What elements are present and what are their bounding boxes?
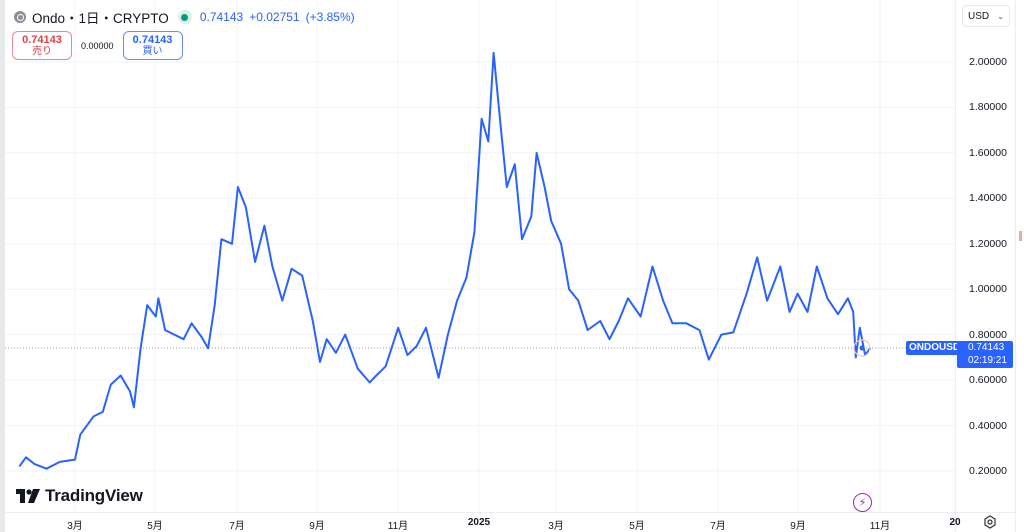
price-tick-label: 1.80000 bbox=[969, 101, 1007, 114]
time-tick-label: 9月 bbox=[790, 521, 806, 532]
time-tick-label: 2025 bbox=[467, 517, 491, 528]
price-tick-label: 1.40000 bbox=[969, 192, 1007, 205]
price-axis[interactable] bbox=[955, 0, 1015, 512]
time-tick-label: 11月 bbox=[869, 521, 891, 532]
current-price: 0.74143 bbox=[968, 342, 1005, 353]
price-tick-label: 2.00000 bbox=[969, 56, 1007, 68]
left-edge bbox=[0, 0, 5, 532]
price-tick-label: 0.80000 bbox=[969, 328, 1007, 341]
symbol-tag: ONDOUSD bbox=[906, 341, 964, 355]
time-tick-label: 3月 bbox=[548, 521, 564, 532]
time-tick-label: 11月 bbox=[387, 521, 409, 532]
buy-label: 買い bbox=[142, 45, 163, 57]
symbol-legend[interactable]: Ondo・1日・CRYPTO 0.74143 +0.02751 (+3.85%) bbox=[14, 7, 361, 27]
price-tick-label: 0.20000 bbox=[969, 464, 1007, 477]
price-tick-label: 0.60000 bbox=[969, 374, 1007, 387]
sell-button[interactable]: 0.74143 売り bbox=[12, 31, 72, 60]
brand-name: TradingView bbox=[45, 486, 143, 505]
time-tick-label: 7月 bbox=[229, 521, 245, 532]
currency-select[interactable]: USD ⌄ bbox=[962, 5, 1010, 27]
sell-price: 0.74143 bbox=[22, 33, 62, 46]
tradingview-logo-icon bbox=[16, 489, 40, 503]
currency-value: USD bbox=[968, 10, 990, 22]
chevron-down-icon: ⌄ bbox=[997, 11, 1004, 21]
last-point-marker bbox=[859, 345, 865, 351]
market-status-icon bbox=[177, 10, 192, 24]
price-tick-label: 0.40000 bbox=[969, 419, 1007, 432]
chart-pane[interactable] bbox=[5, 0, 955, 512]
time-tick-label: 5月 bbox=[629, 521, 645, 532]
last-price: 0.74143 bbox=[199, 10, 244, 24]
price-tick-label: 1.00000 bbox=[969, 283, 1007, 296]
last-point-halo bbox=[853, 339, 871, 357]
time-tick-label: 20 bbox=[949, 517, 961, 528]
price-change-percent: (+3.85%) bbox=[305, 10, 355, 24]
buy-price: 0.74143 bbox=[132, 33, 173, 46]
scale-marker bbox=[1019, 231, 1022, 241]
price-tick-label: 1.60000 bbox=[969, 146, 1007, 159]
time-tick-label: 3月 bbox=[67, 521, 83, 532]
price-plot[interactable] bbox=[5, 0, 955, 512]
time-axis[interactable] bbox=[5, 512, 955, 532]
symbol-title[interactable]: Ondo・1日・CRYPTO bbox=[32, 11, 169, 26]
tradingview-logo[interactable]: TradingView bbox=[16, 486, 143, 506]
price-change: +0.02751 bbox=[249, 10, 300, 24]
trade-panel: 0.74143 売り 0.00000 0.74143 買い bbox=[12, 31, 183, 60]
right-toolbar-strip bbox=[1015, 0, 1024, 532]
lightning-icon[interactable]: ⚡ bbox=[853, 493, 872, 512]
current-price-tag: 0.74143 02:19:21 bbox=[957, 341, 1013, 368]
axis-corner bbox=[955, 512, 1015, 532]
price-series-line bbox=[18, 51, 872, 470]
sell-label: 売り bbox=[32, 45, 52, 57]
buy-button[interactable]: 0.74143 買い bbox=[122, 31, 183, 60]
grid-lines bbox=[5, 0, 955, 512]
time-tick-label: 9月 bbox=[309, 521, 325, 532]
spread-value: 0.00000 bbox=[81, 40, 114, 51]
price-tick-label: 1.20000 bbox=[969, 237, 1007, 250]
time-tick-label: 7月 bbox=[710, 521, 726, 532]
time-tick-label: 5月 bbox=[147, 521, 163, 532]
bar-countdown: 02:19:21 bbox=[968, 355, 1007, 366]
settings-gear-icon[interactable] bbox=[983, 515, 997, 529]
coin-icon bbox=[14, 11, 26, 23]
